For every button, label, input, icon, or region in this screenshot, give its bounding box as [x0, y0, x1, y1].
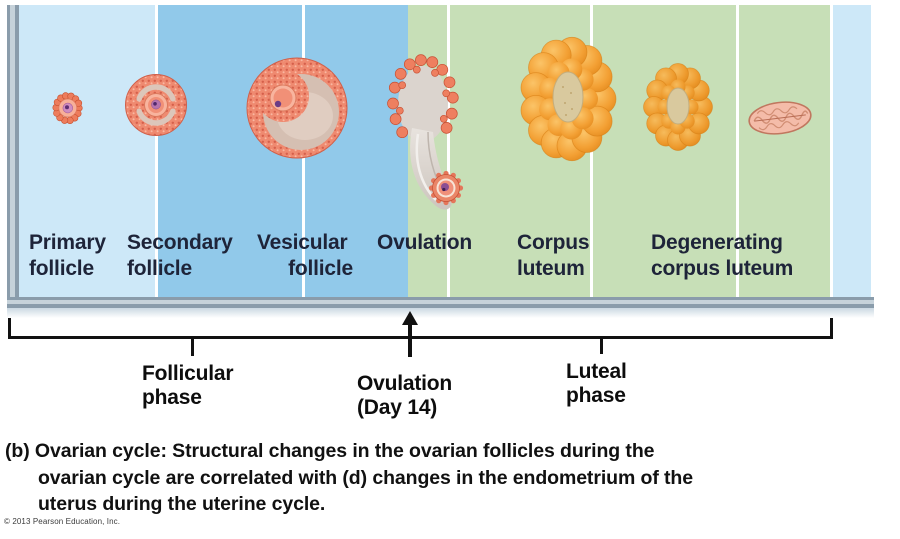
released-oocyte [428, 170, 464, 206]
ovulation-arrow-head [402, 311, 418, 325]
caption-lead: (b) Ovarian cycle: [5, 440, 167, 462]
stage-label-secondary-follicle: Secondary follicle [127, 231, 233, 280]
ovulating-follicle-icon [387, 54, 464, 210]
phase-bracket-left-tick [8, 318, 11, 339]
stage-label-ovulation: Ovulation [377, 231, 473, 254]
follicular-phase-tick [191, 339, 194, 356]
stage-label-vesicular-follicle: Vesicular follicle [257, 231, 354, 280]
copyright-notice: © 2013 Pearson Education, Inc. [4, 517, 121, 526]
ovulation-arrow-shaft [408, 324, 412, 357]
section-primary-follicle [19, 5, 155, 297]
primary-follicle-icon [52, 92, 83, 125]
band-frame-bottom [7, 297, 874, 308]
band-frame-left [7, 5, 19, 308]
corpus-luteum-icon [520, 36, 617, 162]
section-next-cycle [833, 5, 871, 297]
caption-body: Structural changes in the ovarian follic… [38, 440, 693, 515]
section-corpus-albicans [739, 5, 830, 297]
corpus-albicans-icon [748, 101, 812, 135]
band-shadow [7, 308, 874, 318]
phase-bracket-line [8, 336, 833, 339]
section-degenerating-cl [593, 5, 736, 297]
luteal-phase-tick [600, 339, 603, 354]
luteal-phase-label: Luteal phase [566, 360, 627, 407]
stage-label-degenerating-cl: Degenerating corpus luteum [651, 231, 794, 280]
secondary-follicle-icon [125, 74, 187, 136]
vesicular-follicle-icon [246, 57, 348, 159]
phase-bracket-right-tick [830, 318, 833, 339]
follicular-phase-label: Follicular phase [142, 362, 234, 409]
degenerating-corpus-luteum-icon [643, 63, 713, 151]
figure-caption: (b) Ovarian cycle: Structural changes in… [5, 438, 900, 518]
stage-label-primary-follicle: Primary follicle [29, 231, 106, 280]
stage-label-corpus-luteum: Corpus luteum [517, 231, 590, 280]
ovulation-day-label: Ovulation (Day 14) [357, 372, 453, 419]
